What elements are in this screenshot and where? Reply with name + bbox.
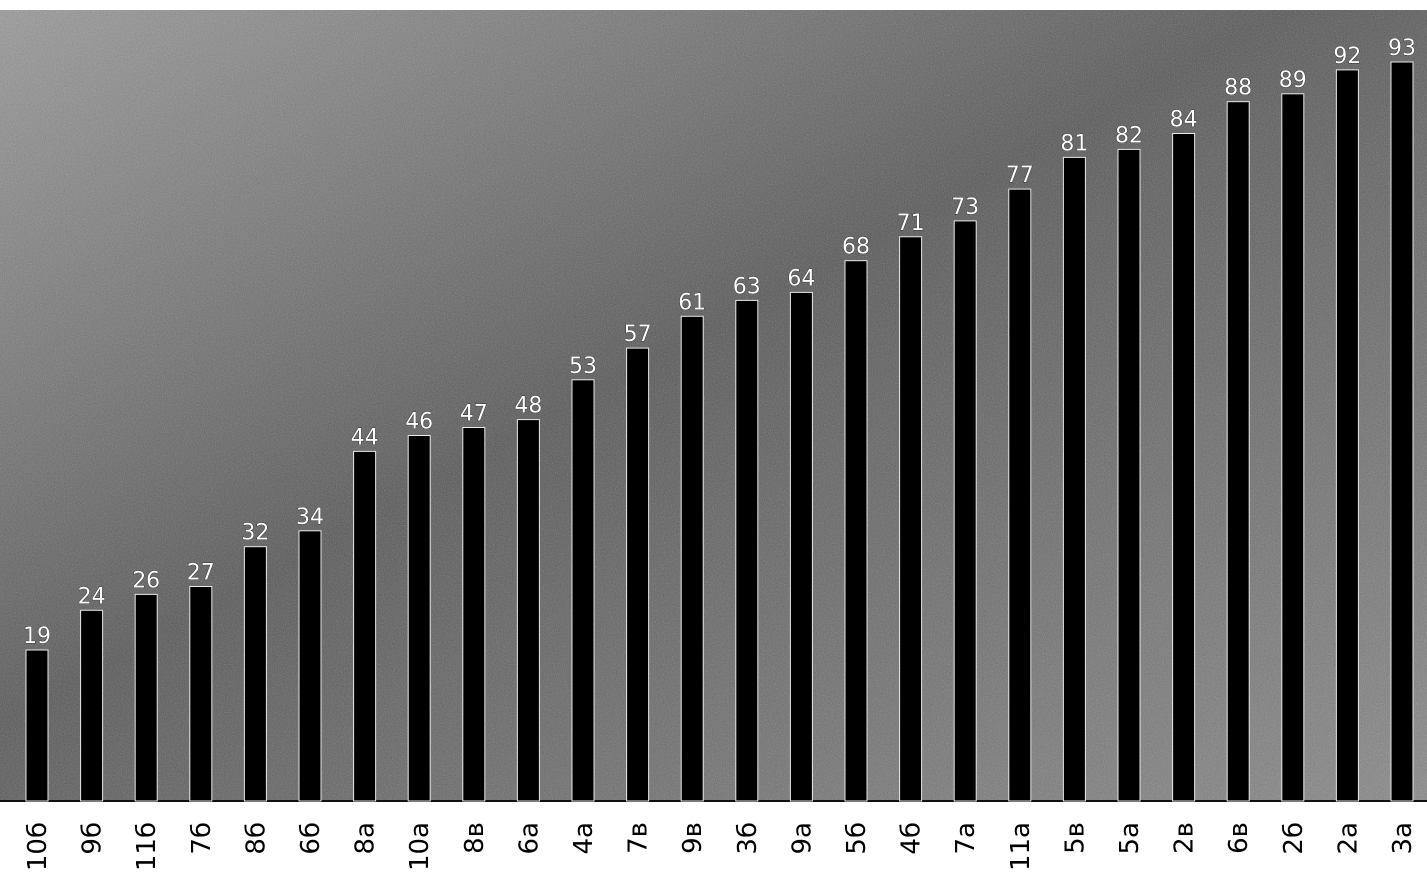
category-label-10а: 10а [405,822,435,871]
bar-8в [462,427,486,802]
category-label-2а: 2а [1333,822,1363,854]
bar-2в [1172,133,1196,802]
bar-5в [1062,156,1086,802]
category-label-9а: 9а [787,822,817,854]
bar-11а [1008,188,1032,802]
value-label-2а: 92 [1333,44,1361,69]
value-label-11б: 26 [132,568,160,593]
value-label-5в: 81 [1060,131,1088,156]
value-label-6в: 88 [1224,76,1252,101]
category-label-10б: 10б [23,822,53,871]
bar-7б [189,586,213,802]
bar-7а [953,220,977,802]
category-label-5б: 5б [842,822,872,855]
category-label-4б: 4б [897,822,927,855]
category-label-5в: 5в [1060,822,1090,854]
bar-3а [1390,61,1414,802]
category-label-6а: 6а [514,822,544,854]
bar-6б [298,530,322,802]
category-label-8а: 8а [351,822,381,854]
value-label-9б: 24 [78,584,106,609]
category-label-8б: 8б [241,822,271,855]
bar-9в [680,315,704,802]
category-label-11б: 11б [132,822,162,871]
bar-3б [735,299,759,802]
value-label-2в: 84 [1170,108,1198,133]
value-label-10б: 19 [23,624,51,649]
category-label-7в: 7в [624,822,654,854]
value-label-9а: 64 [787,266,815,291]
category-label-6в: 6в [1224,822,1254,854]
bar-8б [243,546,267,802]
value-label-7а: 73 [951,195,979,220]
bar-9а [789,291,813,802]
value-label-6а: 48 [514,394,542,419]
bar-2а [1335,69,1359,802]
bar-10б [25,649,49,802]
category-label-3б: 3б [733,822,763,855]
value-label-10а: 46 [405,410,433,435]
value-label-3а: 93 [1388,36,1416,61]
value-label-3б: 63 [733,274,761,299]
value-label-5а: 82 [1115,123,1143,148]
value-label-4б: 71 [897,211,925,236]
bar-6в [1226,101,1250,802]
bar-9б [80,609,104,802]
category-label-3а: 3а [1388,822,1418,854]
bars-group [25,61,1414,802]
category-label-7б: 7б [187,822,217,855]
bar-6а [516,419,540,802]
value-label-8б: 32 [241,521,269,546]
bar-11б [134,593,158,802]
value-label-2б: 89 [1279,68,1307,93]
category-label-8в: 8в [460,822,490,854]
value-label-8в: 47 [460,402,488,427]
category-labels-group: 10б 9б 11б 7б 8б 6б 8а 10а 8в 6а 4а 7в 9в 3б 9а 5б 4б 7а 1… [23,822,1418,871]
value-label-4а: 53 [569,354,597,379]
bar-5а [1117,148,1141,802]
value-labels-group: 19 24 26 27 32 34 44 46 47 48 53 57 61 63 64 68 71 73 77 81… [23,36,1417,650]
bar-2б [1281,93,1305,802]
category-label-7а: 7а [951,822,981,854]
value-label-9в: 61 [678,290,706,315]
value-label-8а: 44 [351,425,379,450]
plot-background [0,10,1427,802]
category-label-9б: 9б [78,822,108,855]
bar-4б [899,236,923,802]
value-label-11а: 77 [1006,163,1034,188]
category-label-6б: 6б [296,822,326,855]
value-label-7б: 27 [187,561,215,586]
category-label-4а: 4а [569,822,599,854]
bar-4а [571,379,595,802]
category-label-9в: 9в [678,822,708,854]
category-label-5а: 5а [1115,822,1145,854]
bar-5б [844,260,868,802]
bar-8а [353,450,377,802]
value-label-6б: 34 [296,505,324,530]
category-label-2б: 2б [1279,822,1309,855]
category-label-11а: 11а [1006,822,1036,871]
value-label-7в: 57 [624,322,652,347]
bar-10а [407,435,431,802]
bar-7в [626,347,650,802]
value-label-5б: 68 [842,235,870,260]
category-label-2в: 2в [1170,822,1200,854]
